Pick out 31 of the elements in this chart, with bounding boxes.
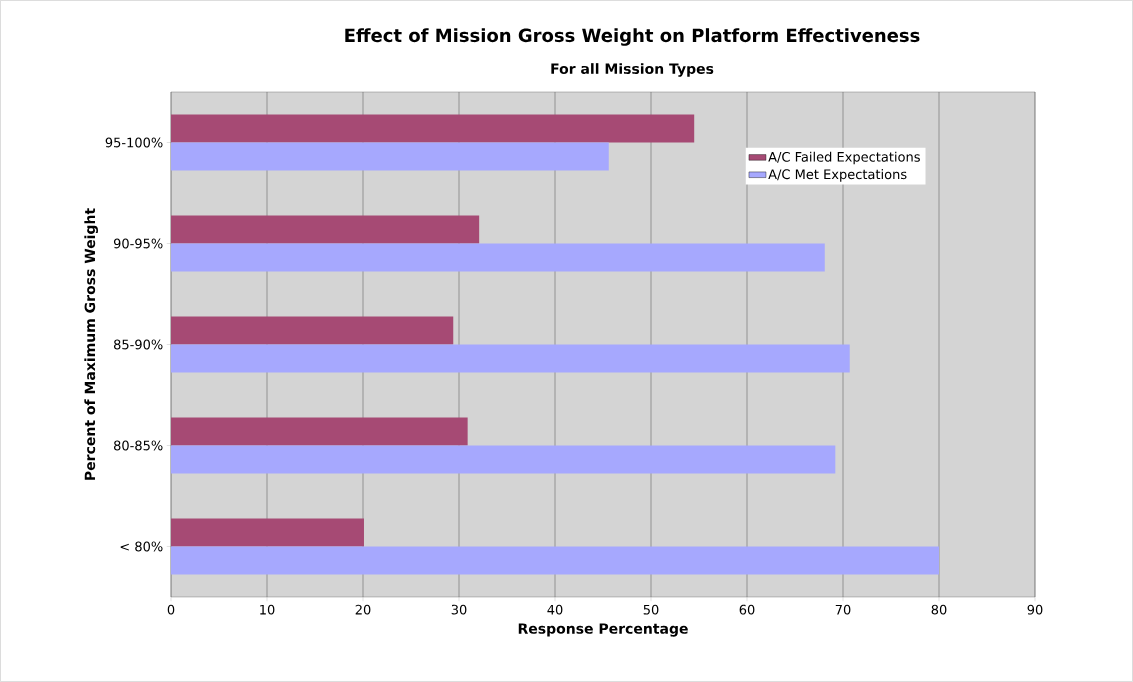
bar [171,445,836,474]
legend-label: A/C Failed Expectations [768,151,920,165]
chart-subtitle: For all Mission Types [551,63,714,77]
x-tick-label: 20 [355,604,371,615]
bar [171,546,940,575]
legend-label: A/C Met Expectations [768,169,907,182]
x-tick-label: 30 [451,604,467,615]
x-tick-label: 50 [643,604,659,615]
y-tick-label: < 80% [120,541,163,552]
bar [171,243,825,272]
x-tick-label: 80 [931,604,947,615]
x-tick-label: 60 [739,604,755,615]
bar [171,344,850,373]
chart-title: Effect of Mission Gross Weight on Platform Effectiveness [345,28,920,46]
x-tick-label: 70 [835,604,851,615]
x-tick-label: 10 [260,604,275,615]
x-tick-label: 0 [167,604,175,615]
y-axis-title: Percent of Maximum Gross Weight [84,208,98,480]
y-tick-label: 90-95% [113,238,163,249]
bar [171,316,454,345]
y-tick-label: 80-85% [113,440,163,451]
bar [171,215,480,244]
y-tick-label: 85-90% [113,339,163,350]
bar [171,518,364,547]
bar [171,114,695,143]
bar [171,142,609,171]
x-tick-label: 90 [1027,604,1043,615]
x-tick-label: 40 [547,604,563,615]
bar [171,417,468,446]
y-tick-label: 95-100% [105,137,163,148]
x-axis-title: Response Percentage [518,623,688,637]
